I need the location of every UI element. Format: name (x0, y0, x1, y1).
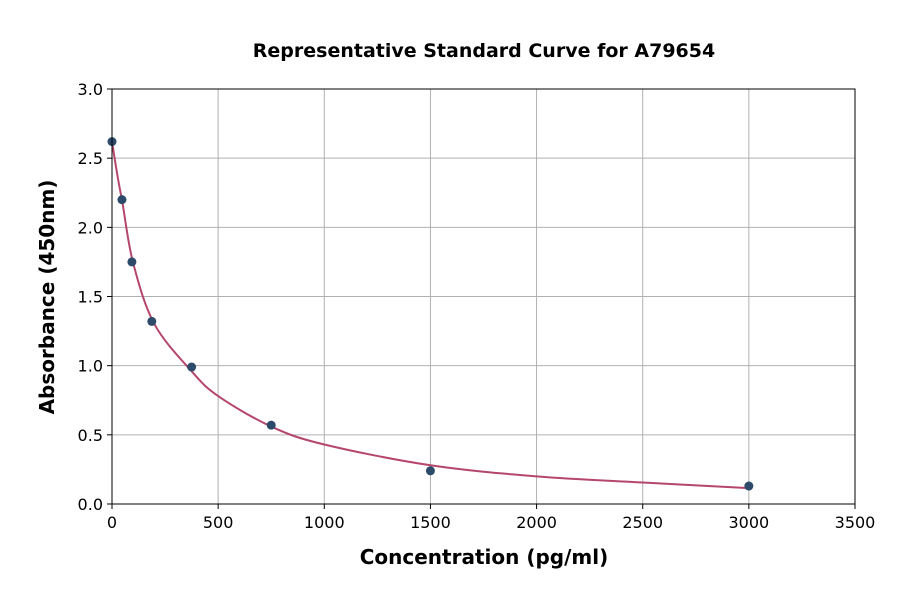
data-point (187, 362, 197, 372)
data-point (127, 257, 137, 267)
data-point (425, 466, 435, 476)
y-tick-label: 0.5 (78, 426, 103, 445)
data-point (147, 316, 157, 326)
y-tick-label: 1.5 (78, 288, 103, 307)
x-tick-label: 3500 (835, 513, 876, 532)
y-tick-label: 2.0 (78, 218, 103, 237)
y-tick-label: 0.0 (78, 495, 103, 514)
data-point (744, 481, 754, 491)
x-tick-label: 3000 (728, 513, 769, 532)
x-axis-label: Concentration (pg/ml) (360, 545, 609, 569)
data-point (266, 420, 276, 430)
y-axis-label: Absorbance (450nm) (35, 180, 59, 415)
data-point (117, 195, 127, 205)
x-tick-label: 500 (203, 513, 234, 532)
y-tick-label: 1.0 (78, 357, 103, 376)
x-tick-label: 1500 (410, 513, 451, 532)
chart-title: Representative Standard Curve for A79654 (253, 40, 715, 62)
fit-curve-line (111, 141, 749, 490)
y-tick-label: 3.0 (78, 80, 103, 99)
x-tick-label: 0 (107, 513, 117, 532)
x-tick-label: 2000 (516, 513, 557, 532)
plot-frame (111, 88, 856, 505)
y-tick-label: 2.5 (78, 149, 103, 168)
x-tick-label: 1000 (304, 513, 345, 532)
x-tick-label: 2500 (622, 513, 663, 532)
